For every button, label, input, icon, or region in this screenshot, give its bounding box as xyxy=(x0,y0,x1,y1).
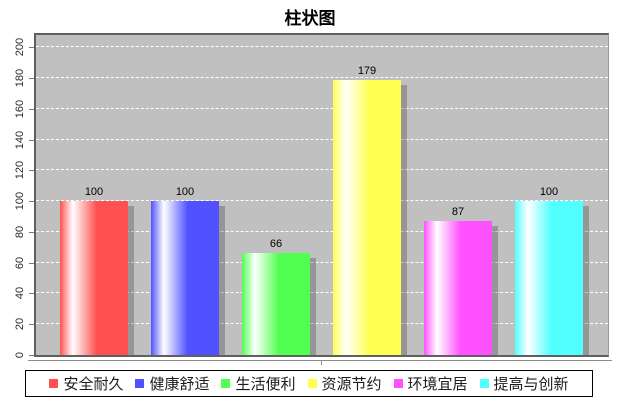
bar-0 xyxy=(60,201,128,355)
gridline-120 xyxy=(36,169,608,171)
bar-value-label-0: 100 xyxy=(84,186,104,199)
bar-value-label-5: 100 xyxy=(539,186,559,199)
y-tick-label-40: 40 xyxy=(14,287,26,300)
legend-label-1: 健康舒适 xyxy=(149,377,210,393)
y-tick-label-20: 20 xyxy=(14,318,26,331)
y-tick-label-80: 80 xyxy=(14,225,26,239)
y-tick-label-200: 200 xyxy=(14,38,26,57)
legend-item-2: 生活便利 xyxy=(221,373,296,394)
legend-item-1: 健康舒适 xyxy=(135,373,209,394)
y-tick-label-180: 180 xyxy=(14,68,26,88)
gridline-60 xyxy=(36,261,608,263)
legend: 安全耐久 健康舒适 生活便利 资源节约 环境宜居 提高与创新 xyxy=(25,370,593,397)
y-tick-label-0: 0 xyxy=(14,351,26,359)
legend-item-5: 提高与创新 xyxy=(479,373,569,394)
gridline-140 xyxy=(36,138,608,140)
y-tick-mark-60 xyxy=(29,262,34,264)
legend-swatch-0 xyxy=(49,379,59,388)
y-tick-mark-80 xyxy=(29,231,34,233)
y-tick-mark-0 xyxy=(29,355,34,356)
y-tick-mark-200 xyxy=(29,47,34,49)
legend-swatch-1 xyxy=(135,379,145,388)
y-tick-mark-160 xyxy=(29,108,34,110)
x-axis-tick-mark xyxy=(321,360,322,365)
legend-item-3: 资源节约 xyxy=(307,373,382,394)
legend-swatch-3 xyxy=(307,379,317,388)
gridline-100 xyxy=(36,200,608,202)
y-tick-mark-140 xyxy=(29,139,34,141)
gridline-80 xyxy=(36,230,608,232)
y-tick-mark-40 xyxy=(29,293,34,295)
gridline-160 xyxy=(36,107,608,109)
gridline-200 xyxy=(36,46,608,48)
legend-label-0: 安全耐久 xyxy=(63,377,124,393)
legend-label-2: 生活便利 xyxy=(235,377,296,393)
bar-3 xyxy=(333,79,401,355)
plot-area: 100 100 66 179 87 100 xyxy=(34,33,609,357)
y-tick-label-100: 100 xyxy=(14,191,26,211)
legend-label-4: 环境宜居 xyxy=(407,377,468,393)
y-tick-mark-20 xyxy=(29,324,34,326)
bar-value-label-4: 87 xyxy=(451,206,465,219)
y-tick-label-160: 160 xyxy=(14,99,26,119)
bar-value-label-3: 179 xyxy=(357,64,377,77)
bar-4 xyxy=(424,221,492,355)
bar-1 xyxy=(151,201,219,355)
bar-2 xyxy=(242,253,310,355)
chart-title: 柱状图 xyxy=(284,9,336,28)
y-tick-mark-180 xyxy=(29,78,34,80)
gridline-180 xyxy=(36,77,608,79)
x-axis-line xyxy=(28,360,612,361)
y-tick-mark-120 xyxy=(29,170,34,172)
bar-value-label-2: 66 xyxy=(269,238,283,251)
legend-label-3: 资源节约 xyxy=(321,377,382,393)
legend-item-0: 安全耐久 xyxy=(49,373,123,394)
legend-swatch-4 xyxy=(393,379,403,388)
gridline-40 xyxy=(36,292,608,294)
y-tick-mark-100 xyxy=(29,201,34,203)
legend-swatch-5 xyxy=(479,379,489,388)
legend-swatch-2 xyxy=(221,379,231,388)
bar-5 xyxy=(515,201,583,355)
y-tick-label-60: 60 xyxy=(14,256,26,269)
legend-item-4: 环境宜居 xyxy=(393,373,468,394)
gridline-20 xyxy=(36,323,608,325)
bar-value-label-1: 100 xyxy=(175,186,195,199)
y-tick-label-120: 120 xyxy=(14,161,26,180)
legend-label-5: 提高与创新 xyxy=(493,377,569,393)
y-tick-label-140: 140 xyxy=(14,130,26,149)
